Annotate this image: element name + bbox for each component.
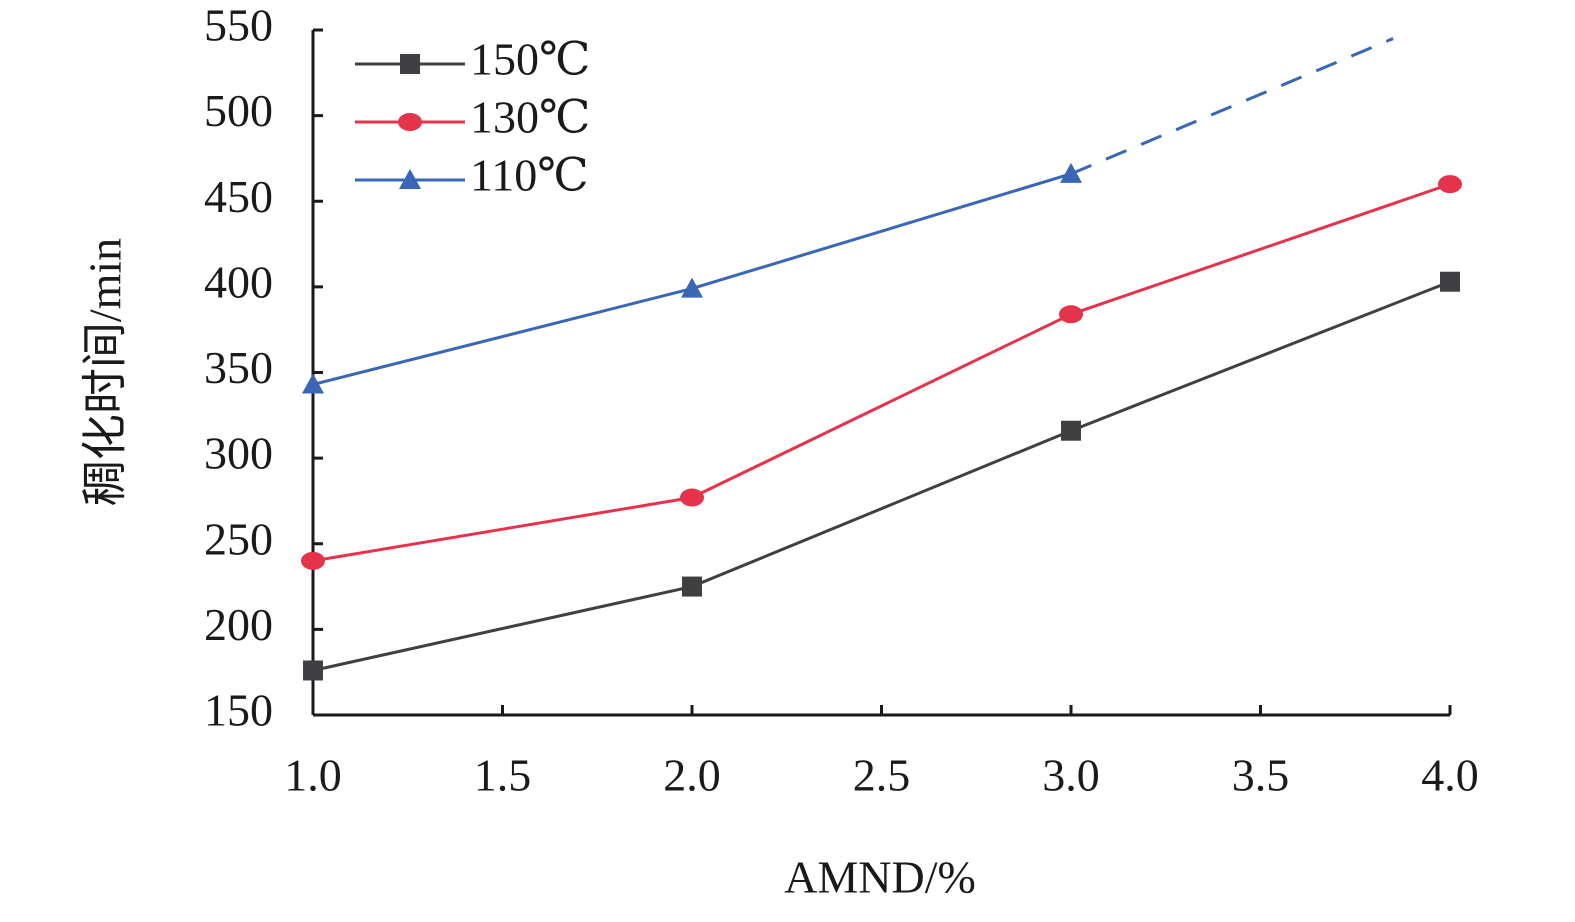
data-point — [1060, 162, 1082, 183]
legend-label: 130℃ — [470, 92, 590, 143]
data-point — [1061, 420, 1081, 441]
series-line — [312, 280, 1451, 672]
data-point — [1438, 175, 1462, 194]
y-tick-label: 350 — [204, 342, 273, 393]
data-point — [303, 660, 323, 681]
x-tick-label: 3.5 — [1232, 750, 1290, 801]
y-axis-label: 稠化时间/min — [80, 238, 131, 506]
legend-marker — [400, 54, 420, 74]
x-tick-label: 1.0 — [284, 750, 342, 801]
data-point — [302, 373, 324, 394]
y-tick-label: 550 — [204, 0, 273, 51]
data-point — [1059, 305, 1083, 324]
y-tick-label: 300 — [204, 428, 273, 479]
data-point — [680, 488, 704, 507]
data-point — [1440, 271, 1460, 292]
series-line — [312, 182, 1451, 563]
data-point — [682, 576, 702, 597]
y-tick-label: 200 — [204, 599, 273, 650]
data-point — [681, 277, 703, 298]
y-tick-label: 450 — [204, 171, 273, 222]
y-tick-label: 400 — [204, 256, 273, 307]
extrapolation-line — [1070, 37, 1394, 176]
x-tick-label: 4.0 — [1421, 750, 1479, 801]
x-axis-label: AMND/% — [784, 852, 976, 903]
y-tick-label: 150 — [204, 685, 273, 736]
legend-label: 110℃ — [470, 150, 589, 201]
x-tick-label: 3.0 — [1042, 750, 1100, 801]
x-tick-label: 1.5 — [474, 750, 532, 801]
x-tick-label: 2.0 — [663, 750, 721, 801]
legend-marker — [398, 113, 422, 131]
data-point — [301, 551, 325, 570]
legend-marker — [399, 169, 421, 189]
legend-label: 150℃ — [470, 34, 590, 85]
x-tick-label: 2.5 — [853, 750, 911, 801]
y-tick-label: 500 — [204, 85, 273, 136]
y-tick-label: 250 — [204, 513, 273, 564]
